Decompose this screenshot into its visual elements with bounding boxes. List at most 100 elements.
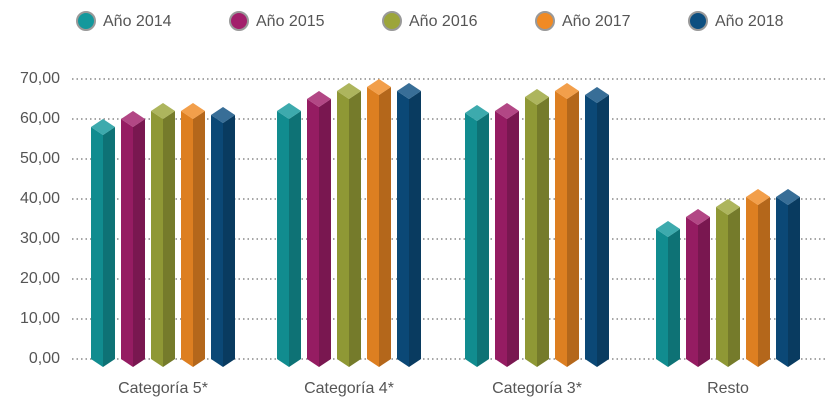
- legend-label: Año 2017: [562, 13, 631, 30]
- bar-left-shade: [495, 111, 507, 367]
- bar-right-shade: [223, 115, 235, 367]
- bar: [211, 107, 235, 367]
- bar-right-shade: [597, 95, 609, 367]
- bar-top: [91, 119, 115, 135]
- bar-top-light: [307, 91, 331, 107]
- bar: [656, 221, 680, 367]
- bar-left-face: [151, 111, 163, 367]
- legend-swatch: [688, 11, 708, 31]
- bar-top: [746, 189, 770, 205]
- bar-left-face: [776, 197, 788, 367]
- bar-left-shade: [585, 95, 597, 367]
- bar-top: [555, 83, 579, 99]
- bar-top: [585, 87, 609, 103]
- bar-right-shade: [698, 217, 710, 367]
- bar-left-face: [686, 217, 698, 367]
- bar-right-face: [728, 207, 740, 367]
- bar-right-face: [758, 197, 770, 367]
- bar-left-face: [91, 127, 103, 367]
- x-tick-label: Categoría 5*: [118, 380, 208, 397]
- x-tick-label: Categoría 3*: [492, 380, 582, 397]
- bar: [337, 83, 361, 367]
- bar-top: [686, 209, 710, 225]
- bar-left-face: [211, 115, 223, 367]
- bar-left-shade: [656, 229, 668, 367]
- bar: [151, 103, 175, 367]
- bar: [465, 105, 489, 367]
- bar-left-shade: [337, 91, 349, 367]
- y-tick-label: 60,00: [20, 110, 60, 127]
- bar-left-face: [277, 111, 289, 367]
- legend-label: Año 2016: [409, 13, 478, 30]
- bar-right-shade: [133, 119, 145, 367]
- bar-left-face: [525, 97, 537, 367]
- bar-top-light: [181, 103, 205, 119]
- bar-right-shade: [668, 229, 680, 367]
- bar-right-face: [193, 111, 205, 367]
- bar-top-light: [495, 103, 519, 119]
- bar-top-light: [367, 79, 391, 95]
- bar-left-face: [465, 113, 477, 367]
- bar-left-face: [367, 87, 379, 367]
- legend-label: Año 2015: [256, 13, 325, 30]
- bar-top: [337, 83, 361, 99]
- bar-top-light: [397, 83, 421, 99]
- bar-top: [465, 105, 489, 121]
- bar: [495, 103, 519, 367]
- bar-left-face: [585, 95, 597, 367]
- bar-top-light: [555, 83, 579, 99]
- bar-left-face: [656, 229, 668, 367]
- legend-swatch: [229, 11, 249, 31]
- bar-left-face: [555, 91, 567, 367]
- bar-top-light: [525, 89, 549, 105]
- bar-top-light: [337, 83, 361, 99]
- x-tick-label: Resto: [707, 380, 749, 397]
- y-tick-label: 50,00: [20, 150, 60, 167]
- bar-top-light: [656, 221, 680, 237]
- bar-top: [776, 189, 800, 205]
- bar: [367, 79, 391, 367]
- legend-label: Año 2014: [103, 13, 172, 30]
- bar-left-shade: [367, 87, 379, 367]
- bar-top: [151, 103, 175, 119]
- y-tick-label: 10,00: [20, 310, 60, 327]
- bar-right-shade: [758, 197, 770, 367]
- bar-top: [525, 89, 549, 105]
- bar-left-shade: [716, 207, 728, 367]
- bar-left-shade: [307, 99, 319, 367]
- bar-right-shade: [193, 111, 205, 367]
- y-tick-label: 20,00: [20, 270, 60, 287]
- bar-left-face: [337, 91, 349, 367]
- bar-top: [277, 103, 301, 119]
- bar-top-light: [211, 107, 235, 123]
- bar-left-shade: [746, 197, 758, 367]
- bar-right-face: [668, 229, 680, 367]
- bar-top-light: [151, 103, 175, 119]
- bar-right-shade: [103, 127, 115, 367]
- bar-left-face: [181, 111, 193, 367]
- bar: [776, 189, 800, 367]
- bar-left-shade: [555, 91, 567, 367]
- bar: [716, 199, 740, 367]
- bar-right-face: [133, 119, 145, 367]
- legend-swatch: [535, 11, 555, 31]
- bar-left-face: [495, 111, 507, 367]
- bar-right-face: [537, 97, 549, 367]
- y-tick-label: 30,00: [20, 230, 60, 247]
- legend-label: Año 2018: [715, 13, 784, 30]
- bar-top: [716, 199, 740, 215]
- bar: [91, 119, 115, 367]
- bar-right-face: [349, 91, 361, 367]
- bar-right-face: [379, 87, 391, 367]
- bar-right-face: [409, 91, 421, 367]
- bar-left-shade: [151, 111, 163, 367]
- bar-right-face: [477, 113, 489, 367]
- legend-swatch: [76, 11, 96, 31]
- bar-right-face: [698, 217, 710, 367]
- bar-left-shade: [465, 113, 477, 367]
- bar-right-shade: [788, 197, 800, 367]
- bar-top: [307, 91, 331, 107]
- bar: [525, 89, 549, 367]
- bar-top-light: [91, 119, 115, 135]
